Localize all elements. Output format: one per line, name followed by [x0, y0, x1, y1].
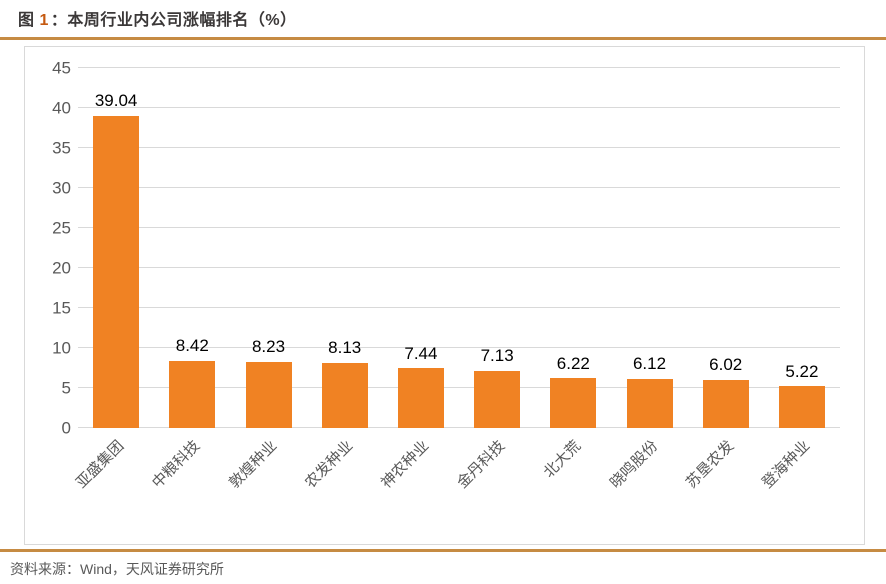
- bar-value-label: 8.42: [175, 335, 209, 355]
- bar-value-label: 8.13: [328, 338, 362, 358]
- x-tick: 北大荒: [535, 436, 611, 536]
- y-tick-label: 25: [52, 218, 71, 238]
- bar-value-label: 6.02: [709, 355, 743, 375]
- y-tick-label: 45: [52, 58, 71, 78]
- bar-group: 7.44: [383, 68, 459, 428]
- footer-divider-line: [0, 549, 886, 552]
- y-tick-label: 35: [52, 138, 71, 158]
- chart-frame: 45 40 35 30 25 20 15 10 5 0 39.04 8.42 8.23 8.13 7.44…: [24, 46, 865, 545]
- bar-group: 7.13: [459, 68, 535, 428]
- gridline: [78, 107, 840, 109]
- x-tick: 苏垦农发: [683, 436, 764, 536]
- x-tick: 亚盛集团: [73, 436, 154, 536]
- x-tick: 农发种业: [302, 436, 383, 536]
- x-tick-label: 金丹科技: [453, 437, 509, 492]
- figure-title: 图 1 ：本周行业内公司涨幅排名（%）: [18, 6, 297, 30]
- y-tick-label: 10: [52, 338, 71, 358]
- x-tick: 神农种业: [378, 436, 459, 536]
- y-tick-label: 40: [52, 98, 71, 118]
- x-tick-label: 敦煌种业: [225, 437, 280, 492]
- gridline: [78, 427, 840, 428]
- x-axis-labels: 亚盛集团 中粮科技 敦煌种业 农发种业 神农种业 金丹科技 北大荒 晓鸣股份 苏垦农发 登海种业: [73, 436, 840, 536]
- figure-number: 1: [39, 12, 49, 29]
- figure-label: 图: [18, 12, 35, 29]
- bar: [778, 386, 825, 428]
- bar: [397, 368, 444, 428]
- bar: [550, 378, 597, 428]
- bar-group: 6.22: [535, 68, 611, 428]
- x-tick-label: 中粮科技: [149, 437, 204, 492]
- bar-group: 8.13: [307, 68, 383, 428]
- bar: [626, 379, 673, 428]
- bar-group: 6.02: [688, 68, 764, 428]
- plot-area: 39.04 8.42 8.23 8.13 7.44 7.13 6.22 6.12 6.02 5.2…: [78, 67, 840, 428]
- bar-group: 39.04: [78, 68, 154, 428]
- x-tick-label: 神农种业: [377, 437, 433, 492]
- bars-row: 39.04 8.42 8.23 8.13 7.44 7.13 6.22 6.12 6.02 5.2…: [78, 68, 840, 428]
- bar-value-label: 8.23: [251, 337, 286, 357]
- gridline: [78, 347, 840, 349]
- x-tick: 敦煌种业: [225, 436, 306, 536]
- bar-value-label: 6.22: [556, 353, 590, 373]
- bar-value-label: 39.04: [94, 91, 138, 110]
- x-tick-label: 农发种业: [301, 437, 357, 492]
- source-text: 资料来源：Wind，天风证券研究所: [10, 561, 224, 577]
- bar: [169, 360, 216, 428]
- y-axis: 45 40 35 30 25 20 15 10 5 0: [25, 60, 75, 437]
- gridline: [78, 187, 840, 188]
- bar: [702, 379, 749, 428]
- x-tick-label: 北大荒: [540, 437, 585, 482]
- gridline: [78, 147, 840, 148]
- bar-value-label: 7.44: [404, 343, 438, 363]
- y-tick-label: 0: [61, 418, 71, 438]
- bar: [93, 115, 140, 428]
- title-divider-line: [0, 37, 886, 40]
- gridline: [78, 67, 840, 68]
- x-tick-label: 登海种业: [758, 437, 814, 492]
- x-tick: 金丹科技: [454, 436, 535, 536]
- figure-title-text: ：本周行业内公司涨幅排名（%）: [50, 12, 297, 29]
- bar: [245, 362, 292, 428]
- bar-value-label: 6.12: [632, 354, 667, 374]
- y-tick-label: 15: [52, 298, 71, 318]
- y-tick-label: 5: [61, 378, 71, 398]
- x-tick: 中粮科技: [149, 436, 230, 536]
- x-tick-label: 苏垦农发: [682, 437, 738, 492]
- bar-group: 8.23: [230, 68, 306, 428]
- y-tick-label: 30: [52, 178, 71, 198]
- bar: [321, 362, 368, 428]
- y-tick-label: 20: [52, 258, 71, 278]
- gridline: [78, 387, 840, 389]
- bar: [474, 370, 521, 428]
- gridline: [78, 307, 840, 308]
- x-tick: 晓鸣股份: [606, 436, 687, 536]
- gridline: [78, 267, 840, 269]
- bar-group: 6.12: [611, 68, 687, 428]
- bar-group: 5.22: [764, 68, 840, 428]
- bar-value-label: 7.13: [480, 346, 514, 366]
- gridline: [78, 227, 840, 228]
- x-tick-label: 晓鸣股份: [606, 437, 661, 492]
- x-tick: 登海种业: [759, 436, 840, 536]
- bar-value-label: 5.22: [785, 361, 819, 381]
- bar-group: 8.42: [154, 68, 230, 428]
- x-tick-label: 亚盛集团: [72, 437, 128, 492]
